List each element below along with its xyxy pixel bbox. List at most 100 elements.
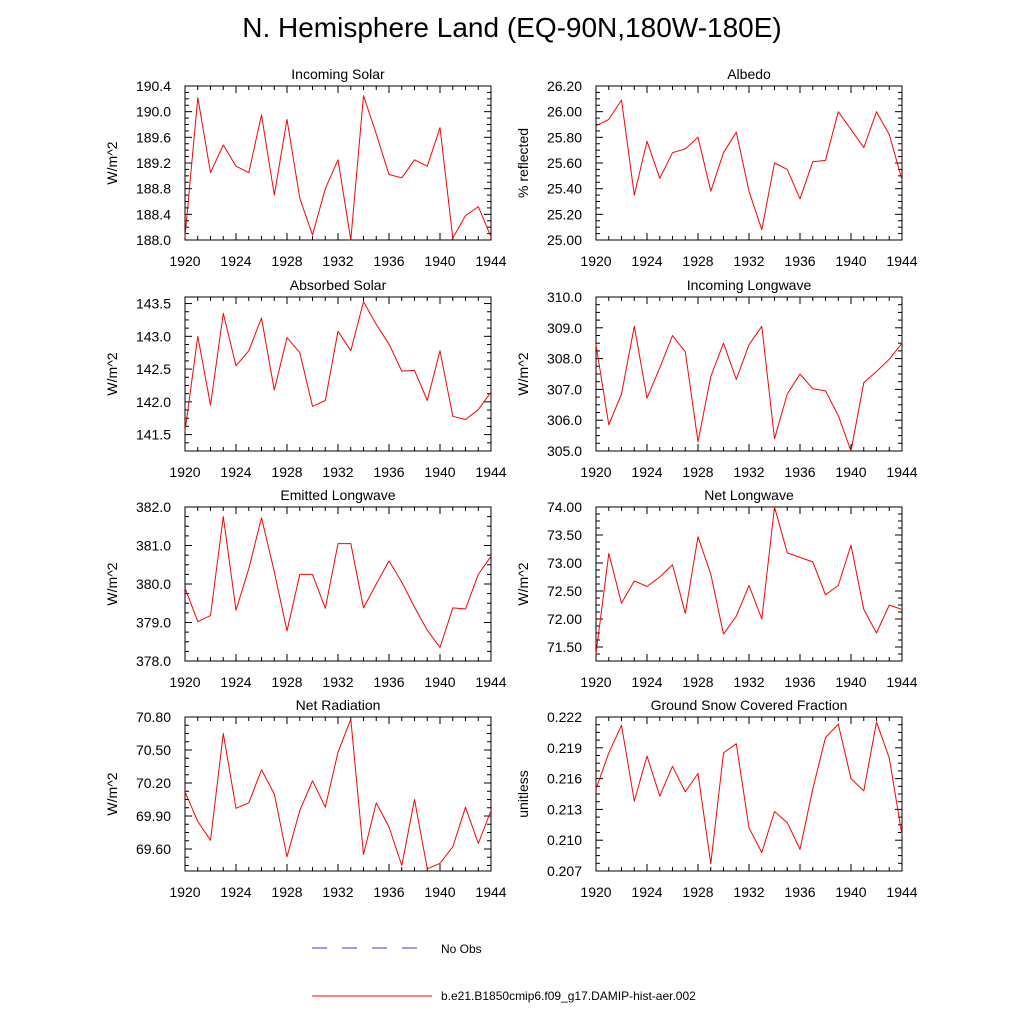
x-tick-label: 1940 — [835, 884, 866, 900]
x-tick-label: 1940 — [835, 253, 866, 269]
x-tick-label: 1944 — [475, 253, 506, 269]
x-tick-label: 1944 — [475, 884, 506, 900]
x-tick-label: 1924 — [631, 464, 662, 480]
plot-frame — [595, 296, 903, 452]
x-tick-label: 1924 — [631, 674, 662, 690]
y-tick-label: 307.0 — [547, 381, 582, 397]
y-tick-label: 70.80 — [136, 709, 171, 725]
x-tick-label: 1936 — [373, 674, 404, 690]
series-line-net-radiation — [184, 718, 492, 870]
x-tick-label: 1920 — [169, 674, 200, 690]
x-tick-label: 1928 — [271, 674, 302, 690]
panel-albedo: Albedo % reflected 1920 1924 1928 1932 1936 194… — [515, 66, 918, 269]
y-tick-label: 381.0 — [136, 538, 171, 554]
y-tick-label: 309.0 — [547, 320, 582, 336]
panel-title: Incoming Longwave — [687, 277, 812, 293]
page-title: N. Hemisphere Land (EQ-90N,180W-180E) — [242, 12, 782, 43]
legend: No Obs b.e21.B1850cmip6.f09_g17.DAMIP-hi… — [312, 942, 696, 1003]
series-line-incoming-solar — [184, 95, 492, 241]
x-tick-label: 1920 — [580, 253, 611, 269]
x-tick-label: 1936 — [784, 253, 815, 269]
x-tick-label: 1944 — [886, 674, 917, 690]
y-tick-label: 189.6 — [136, 129, 171, 145]
x-tick-label: 1932 — [733, 464, 764, 480]
series-line-net-longwave — [595, 506, 903, 654]
y-tick-label: 73.00 — [547, 555, 582, 571]
series-line-ground-snow-covered-fraction — [595, 721, 903, 865]
panel-absorbed-solar: Absorbed Solar W/m^2 1920 1924 1928 1932 1936 1… — [104, 277, 507, 480]
x-tick-label: 1944 — [475, 674, 506, 690]
y-tick-label: 378.0 — [136, 653, 171, 669]
legend-model-label: b.e21.B1850cmip6.f09_g17.DAMIP-hist-aer.… — [441, 989, 696, 1003]
x-tick-label: 1928 — [271, 253, 302, 269]
series-line-emitted-longwave — [184, 516, 492, 648]
x-tick-label: 1924 — [631, 884, 662, 900]
y-tick-label: 0.222 — [547, 709, 582, 725]
panel-emitted-longwave: Emitted Longwave W/m^2 1920 1924 1928 1932 193… — [104, 487, 507, 690]
x-tick-label: 1924 — [220, 464, 251, 480]
x-tick-label: 1924 — [220, 884, 251, 900]
y-axis-label: W/m^2 — [104, 352, 120, 395]
x-tick-label: 1940 — [424, 464, 455, 480]
x-tick-label: 1940 — [424, 884, 455, 900]
x-tick-label: 1928 — [682, 674, 713, 690]
y-tick-label: 190.4 — [136, 78, 171, 94]
x-tick-label: 1936 — [373, 464, 404, 480]
y-tick-label: 25.00 — [547, 232, 582, 248]
y-axis-label: W/m^2 — [515, 352, 531, 395]
panel-title: Absorbed Solar — [290, 277, 387, 293]
y-tick-label: 380.0 — [136, 576, 171, 592]
x-tick-label: 1944 — [886, 884, 917, 900]
panel-title: Net Radiation — [296, 697, 381, 713]
x-tick-label: 1944 — [886, 464, 917, 480]
chart-panels: Incoming Solar W/m^2 1920 1924 1928 1932 1936 1… — [104, 66, 918, 900]
y-tick-label: 308.0 — [547, 351, 582, 367]
y-axis-label: W/m^2 — [104, 141, 120, 184]
y-tick-label: 188.0 — [136, 232, 171, 248]
x-tick-label: 1932 — [322, 253, 353, 269]
x-tick-label: 1932 — [322, 884, 353, 900]
y-tick-label: 188.4 — [136, 206, 171, 222]
x-tick-label: 1924 — [631, 253, 662, 269]
y-axis-label: unitless — [515, 770, 531, 817]
series-line-incoming-longwave — [595, 325, 903, 452]
x-tick-label: 1936 — [784, 884, 815, 900]
panel-net-longwave: Net Longwave W/m^2 1920 1924 1928 1932 1936 194… — [515, 487, 918, 690]
x-tick-label: 1940 — [835, 674, 866, 690]
panel-title: Net Longwave — [704, 487, 794, 503]
y-tick-label: 70.20 — [136, 775, 171, 791]
x-tick-label: 1936 — [784, 674, 815, 690]
x-tick-label: 1936 — [784, 464, 815, 480]
panel-incoming-solar: Incoming Solar W/m^2 1920 1924 1928 1932 1936 1… — [104, 66, 507, 269]
x-tick-label: 1940 — [835, 464, 866, 480]
plot-frame — [184, 716, 492, 872]
y-tick-label: 306.0 — [547, 412, 582, 428]
y-tick-label: 72.50 — [547, 583, 582, 599]
series-line-absorbed-solar — [184, 301, 492, 432]
y-tick-label: 142.0 — [136, 394, 171, 410]
x-tick-label: 1920 — [580, 464, 611, 480]
y-tick-label: 74.00 — [547, 499, 582, 515]
plot-frame — [184, 296, 492, 452]
x-tick-label: 1920 — [580, 674, 611, 690]
x-tick-label: 1928 — [271, 884, 302, 900]
x-tick-label: 1940 — [424, 674, 455, 690]
x-tick-label: 1932 — [733, 884, 764, 900]
y-tick-label: 305.0 — [547, 443, 582, 459]
y-tick-label: 69.90 — [136, 808, 171, 824]
x-tick-label: 1924 — [220, 674, 251, 690]
y-tick-label: 26.20 — [547, 78, 582, 94]
x-tick-label: 1932 — [733, 253, 764, 269]
y-tick-label: 25.40 — [547, 181, 582, 197]
x-tick-label: 1944 — [475, 464, 506, 480]
x-tick-label: 1928 — [682, 253, 713, 269]
y-tick-label: 25.60 — [547, 155, 582, 171]
x-tick-label: 1920 — [169, 253, 200, 269]
y-tick-label: 69.60 — [136, 841, 171, 857]
y-tick-label: 0.213 — [547, 801, 582, 817]
x-tick-label: 1920 — [169, 884, 200, 900]
panel-title: Incoming Solar — [291, 66, 385, 82]
y-tick-label: 382.0 — [136, 499, 171, 515]
series-line-albedo — [595, 99, 903, 231]
